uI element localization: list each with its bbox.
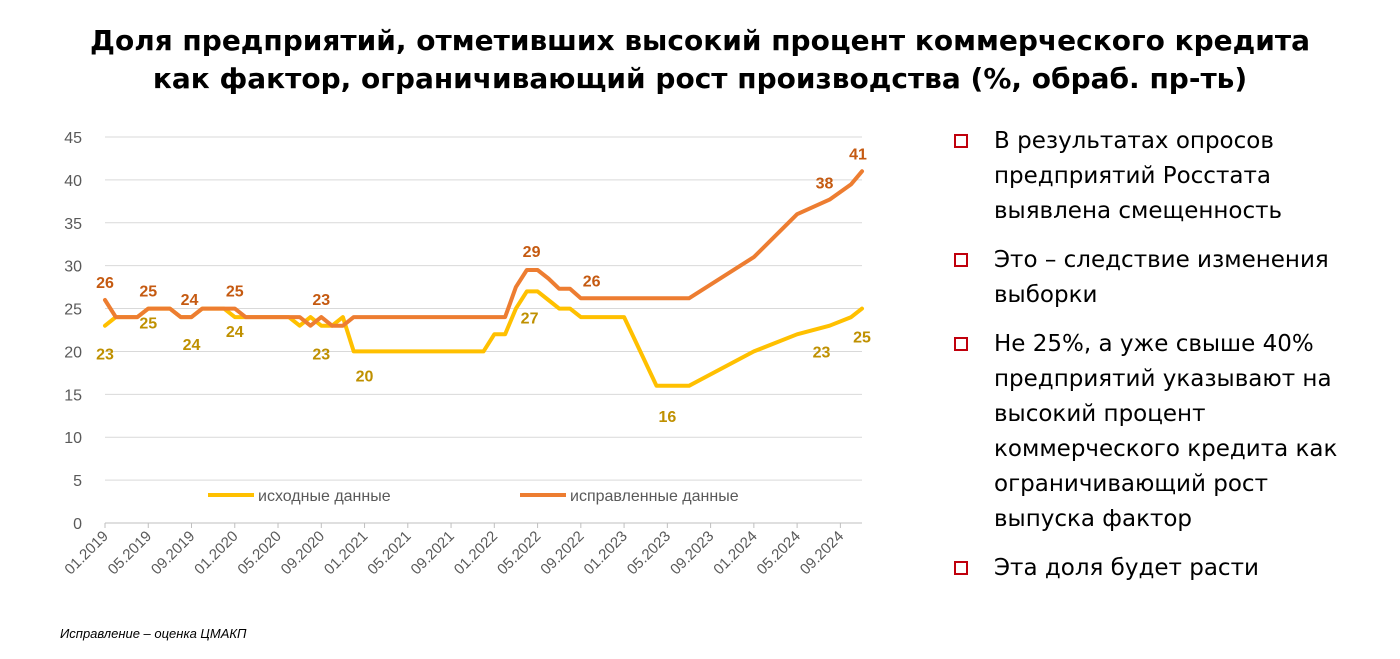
data-label-original: 25 [139, 316, 157, 333]
x-tick-label: 09.2023 [667, 528, 717, 578]
bullet-3-line-4: коммерческого кредита как [994, 436, 1338, 462]
bullet-3-line-5: ограничивающий рост [994, 471, 1268, 497]
y-tick-label: 40 [64, 173, 82, 190]
series-line-corrected [103, 169, 864, 328]
bullet-list: В результатах опросов предприятий Росста… [954, 124, 1394, 600]
bullet-3-line-6: выпуска фактор [994, 506, 1193, 532]
x-tick-label: 01.2022 [451, 528, 501, 578]
y-tick-label: 35 [64, 216, 82, 233]
bullet-square-icon [954, 337, 968, 351]
bullet-square-icon [954, 561, 968, 575]
data-label-corrected: 25 [226, 284, 244, 301]
bullet-1-line-2: предприятий Росстата [994, 163, 1271, 189]
x-tick-label: 09.2024 [797, 528, 847, 578]
bullet-square-icon [954, 253, 968, 267]
x-tick-label: 01.2020 [191, 528, 241, 578]
x-tick-label: 01.2024 [710, 528, 760, 578]
x-tick-label: 01.2021 [321, 528, 371, 578]
chart-title-line-2: как фактор, ограничивающий рост производ… [152, 62, 1248, 95]
bullet-3-line-3: высокий процент [994, 401, 1206, 427]
x-tick-label: 01.2019 [61, 528, 111, 578]
bullet-1-line-1: В результатах опросов [994, 128, 1274, 154]
bullet-2-line-2: выборки [994, 282, 1098, 308]
x-tick-label: 05.2020 [234, 528, 284, 578]
bullet-3-line-2: предприятий указывают на [994, 366, 1332, 392]
y-tick-label: 0 [73, 516, 82, 533]
y-tick-label: 45 [64, 130, 82, 147]
data-label-corrected: 38 [816, 176, 834, 193]
y-tick-label: 30 [64, 259, 82, 276]
footnote: Исправление – оценка ЦМАКП [60, 626, 247, 641]
y-tick-label: 5 [73, 473, 82, 490]
legend-label: исходные данные [258, 488, 391, 505]
x-tick-label: 05.2022 [494, 528, 544, 578]
x-tick-label: 05.2024 [754, 528, 804, 578]
x-tick-label: 09.2022 [537, 528, 587, 578]
data-label-original: 16 [658, 409, 676, 426]
data-label-original: 24 [183, 337, 201, 354]
bullet-item-3: Не 25%, а уже свыше 40% предприятий указ… [954, 327, 1394, 537]
data-label-corrected: 29 [523, 244, 541, 261]
y-tick-label: 25 [64, 302, 82, 319]
bullet-1-line-3: выявлена смещенность [994, 198, 1283, 224]
data-label-corrected: 23 [312, 292, 330, 309]
bullet-4-line-1: Эта доля будет расти [994, 555, 1259, 581]
series-line-original [103, 289, 864, 388]
bullet-2-line-1: Это – следствие изменения [994, 247, 1329, 273]
x-tick-label: 05.2023 [624, 528, 674, 578]
data-label-corrected: 25 [139, 284, 157, 301]
data-label-original: 27 [521, 310, 539, 327]
chart-title: Доля предприятий, отметивших высокий про… [0, 22, 1400, 98]
x-tick-label: 05.2021 [364, 528, 414, 578]
data-label-original: 23 [813, 345, 831, 362]
data-label-corrected: 26 [96, 275, 114, 292]
y-tick-label: 20 [64, 344, 82, 361]
chart-title-line-1: Доля предприятий, отметивших высокий про… [90, 24, 1310, 57]
x-tick-label: 09.2020 [278, 528, 328, 578]
x-tick-label: 09.2019 [148, 528, 198, 578]
x-tick-label: 09.2021 [408, 528, 458, 578]
data-label-original: 24 [226, 324, 244, 341]
bullet-item-4: Эта доля будет расти [954, 551, 1394, 586]
bullet-item-1: В результатах опросов предприятий Росста… [954, 124, 1394, 229]
data-label-corrected: 24 [181, 292, 199, 309]
x-tick-label: 01.2023 [581, 528, 631, 578]
bullet-item-2: Это – следствие изменения выборки [954, 243, 1394, 313]
y-tick-label: 15 [64, 387, 82, 404]
data-label-corrected: 26 [583, 273, 601, 290]
data-label-corrected: 41 [849, 146, 867, 163]
legend-label: исправленные данные [570, 488, 739, 505]
bullet-3-line-1: Не 25%, а уже свыше 40% [994, 331, 1314, 357]
bullet-square-icon [954, 134, 968, 148]
data-label-original: 23 [312, 347, 330, 364]
x-tick-label: 05.2019 [105, 528, 155, 578]
data-label-original: 20 [356, 368, 374, 385]
data-label-original: 23 [96, 347, 114, 364]
line-chart: 05101520253035404501.201905.201909.20190… [61, 130, 871, 578]
y-tick-label: 10 [64, 430, 82, 447]
data-label-original: 25 [853, 330, 871, 347]
